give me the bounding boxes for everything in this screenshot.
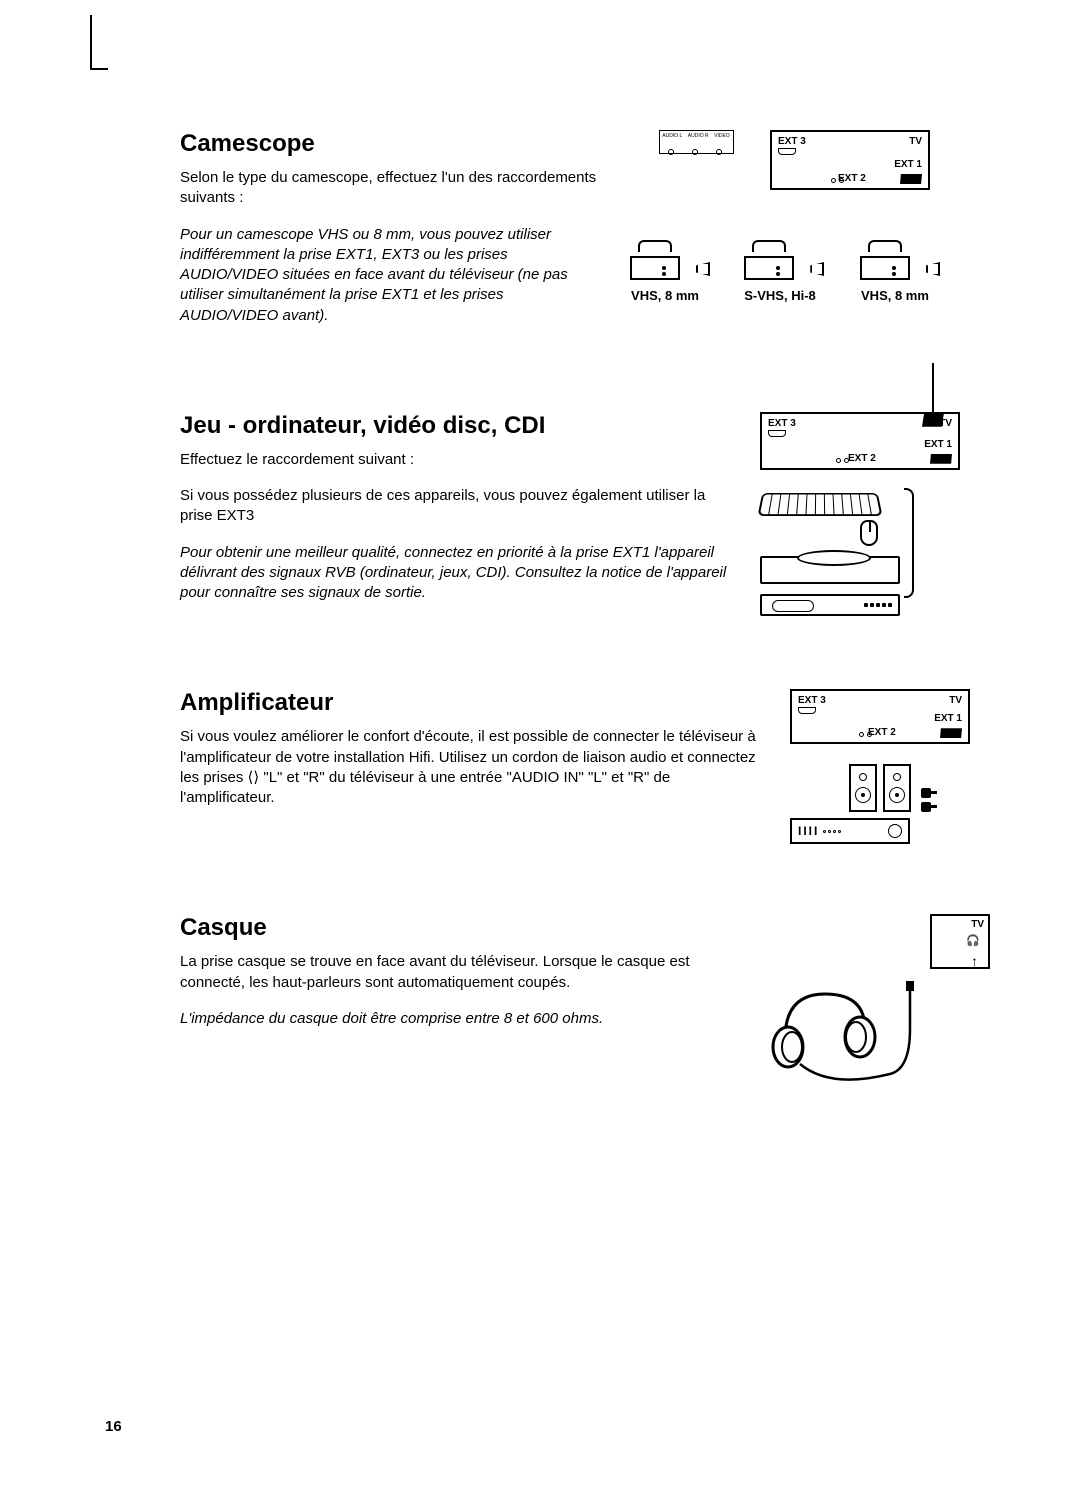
page-number: 16 (105, 1418, 122, 1435)
front-av-panel-icon: AUDIO L AUDIO R VIDEO (659, 130, 734, 154)
camescope-note: Pour un camescope VHS ou 8 mm, vous pouv… (180, 225, 600, 326)
casque-figure: TV 🎧 ↑ (760, 914, 990, 1089)
jeu-note: Pour obtenir une meilleur qualité, conne… (180, 543, 730, 604)
section-camescope: Camescope Selon le type du camescope, ef… (180, 130, 990, 342)
scart-cable-icon (922, 413, 944, 455)
ext3-label: EXT 3 (798, 695, 826, 706)
tv-label: TV (909, 136, 922, 147)
panel-audio-l: AUDIO L (662, 133, 682, 139)
tv-label: TV (949, 695, 962, 706)
casque-note: L'impédance du casque doit être comprise… (180, 1009, 730, 1029)
rca-plugs-icon (921, 788, 931, 812)
casque-body: La prise casque se trouve en face avant … (180, 952, 730, 993)
jeu-intro: Effectuez le raccordement suivant : (180, 450, 730, 470)
camescope-heading: Camescope (180, 130, 600, 158)
headphones-icon (760, 979, 920, 1089)
speaker-right-icon (883, 764, 911, 812)
ampli-figure: EXT 3 TV EXT 1 EXT 2 IIII (790, 689, 990, 844)
ext1-label: EXT 1 (894, 159, 922, 170)
jeu-figure: EXT 3 TV EXT 1 EXT 2 (760, 412, 990, 616)
jeu-text-column: Jeu - ordinateur, vidéo disc, CDI Effect… (180, 412, 730, 620)
amp-bars: IIII (798, 824, 819, 838)
tv-front-icon: TV 🎧 ↑ (930, 914, 990, 969)
ext2-label: EXT 2 (848, 453, 876, 464)
camcorder-vhs8-left: VHS, 8 mm (630, 240, 700, 303)
panel-video: VIDEO (714, 133, 730, 139)
camcorder-svhs: S-VHS, Hi-8 (744, 240, 816, 303)
scan-corner-mark (90, 15, 108, 70)
ampli-text-column: Amplificateur Si vous voulez améliorer l… (180, 689, 760, 824)
camescope-intro: Selon le type du camescope, effectuez l'… (180, 168, 600, 209)
ext3-label: EXT 3 (778, 136, 806, 147)
keyboard-icon (757, 493, 882, 516)
ext2-label: EXT 2 (868, 727, 896, 738)
cam-label-vhs8-left: VHS, 8 mm (630, 288, 700, 303)
panel-audio-r: AUDIO R (688, 133, 709, 139)
cam-label-vhs8-right: VHS, 8 mm (860, 288, 930, 303)
section-casque: Casque La prise casque se trouve en face… (180, 914, 990, 1089)
speaker-left-icon (849, 764, 877, 812)
mouse-icon (860, 520, 878, 546)
casque-text-column: Casque La prise casque se trouve en face… (180, 914, 730, 1045)
ext2-label: EXT 2 (838, 173, 866, 184)
tv-label: TV (971, 919, 984, 930)
tv-back-panel-icon: EXT 3 TV EXT 1 EXT 2 (790, 689, 970, 744)
jeu-heading: Jeu - ordinateur, vidéo disc, CDI (180, 412, 730, 440)
cam-label-svhs: S-VHS, Hi-8 (744, 288, 816, 303)
casque-heading: Casque (180, 914, 730, 942)
ampli-heading: Amplificateur (180, 689, 760, 717)
ext1-label: EXT 1 (934, 713, 962, 724)
arrow-up-icon: ↑ (971, 953, 978, 969)
game-console-icon (760, 594, 900, 616)
ext3-label: EXT 3 (768, 418, 796, 429)
camescope-text-column: Camescope Selon le type du camescope, ef… (180, 130, 600, 342)
grouping-brace-icon (904, 488, 914, 598)
camescope-figure: AUDIO L AUDIO R VIDEO EXT 3 TV EXT 1 EXT… (630, 130, 930, 303)
amplifier-body-icon: IIII (790, 818, 910, 844)
section-amplificateur: Amplificateur Si vous voulez améliorer l… (180, 689, 990, 844)
tv-back-panel-icon: EXT 3 TV EXT 1 EXT 2 (770, 130, 930, 190)
section-jeu: Jeu - ordinateur, vidéo disc, CDI Effect… (180, 412, 990, 620)
headphone-jack-icon: 🎧 (966, 934, 980, 947)
cd-player-icon (760, 556, 900, 584)
camcorder-vhs8-right: VHS, 8 mm (860, 240, 930, 303)
jeu-body: Si vous possédez plusieurs de ces appare… (180, 486, 730, 527)
ampli-body: Si vous voulez améliorer le confort d'éc… (180, 727, 760, 808)
